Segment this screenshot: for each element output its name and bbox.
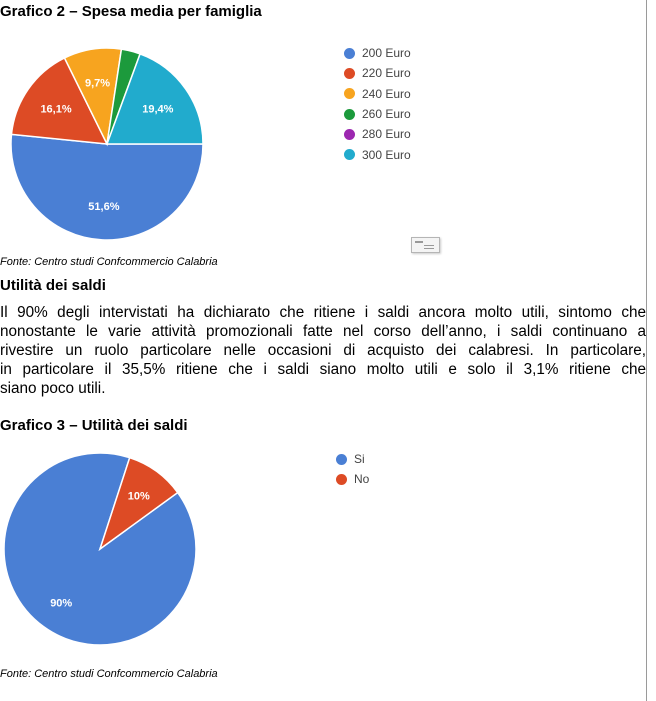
chart2-pie: 51,6% 16,1% 9,7% 19,4%	[10, 47, 204, 241]
paragraph-line: siano poco utili.	[0, 380, 106, 397]
legend-item: Si	[336, 449, 369, 469]
legend-swatch	[336, 453, 347, 465]
pie-slice-label: 51,6%	[88, 201, 119, 213]
pie-slice-label: 9,7%	[85, 78, 110, 90]
legend-label: 300 Euro	[362, 147, 411, 162]
legend-label: Si	[354, 452, 365, 467]
legend-swatch	[344, 108, 355, 120]
legend-label: 240 Euro	[362, 86, 411, 101]
legend-item: 280 Euro	[344, 124, 411, 144]
pie-slice-no	[98, 456, 179, 551]
legend-label: No	[354, 472, 370, 487]
legend-swatch	[344, 128, 355, 140]
page-right-border	[646, 0, 647, 701]
pie-slice-label: 90%	[50, 597, 72, 609]
legend-item: 220 Euro	[344, 63, 411, 83]
pie-slice-label: 10%	[128, 491, 150, 503]
chart2-title: Grafico 2 – Spesa media per famiglia	[0, 3, 262, 20]
chart3-legend: Si No	[336, 449, 369, 490]
pie-slice-200-euro	[10, 133, 204, 241]
pie-slice-label: 19,4%	[142, 104, 173, 116]
legend-item: No	[336, 469, 369, 489]
pie-slice-220-euro	[10, 56, 109, 145]
legend-swatch	[344, 88, 355, 100]
legend-swatch	[344, 149, 355, 161]
chart3-title: Grafico 3 – Utilità dei saldi	[0, 417, 188, 434]
legend-label: 280 Euro	[362, 127, 411, 142]
legend-label: 220 Euro	[362, 66, 411, 81]
legend-item: 260 Euro	[344, 104, 411, 124]
chart3-pie: 90% 10%	[3, 452, 197, 646]
chart3-source: Fonte: Centro studi Confcommercio Calabr…	[0, 668, 218, 680]
legend-label: 260 Euro	[362, 107, 411, 122]
body-paragraph: Il 90% degli intervistati ha dichiarato …	[0, 303, 646, 398]
legend-label: 200 Euro	[362, 46, 411, 61]
legend-swatch	[336, 473, 347, 485]
legend-swatch	[344, 47, 355, 59]
chart2-source: Fonte: Centro studi Confcommercio Calabr…	[0, 256, 218, 268]
small-image-thumbnail	[411, 237, 440, 253]
legend-item: 240 Euro	[344, 84, 411, 104]
pie-slice-label: 16,1%	[40, 104, 71, 116]
chart2-legend: 200 Euro 220 Euro 240 Euro 260 Euro 280 Euro…	[344, 43, 411, 165]
legend-item: 200 Euro	[344, 43, 411, 63]
legend-item: 300 Euro	[344, 144, 411, 164]
paragraph-line: Il 90% degli intervistati ha dichiarato …	[0, 304, 646, 321]
paragraph-line: nonostante le varie attività promozional…	[0, 323, 646, 340]
pie-slice-300-euro	[105, 52, 204, 145]
legend-swatch	[344, 67, 355, 79]
section-heading: Utilità dei saldi	[0, 277, 106, 294]
paragraph-line: in particolare il 35,5% ritiene che i sa…	[0, 361, 646, 378]
paragraph-line: rivestire un ruolo particolare nelle occ…	[0, 342, 646, 359]
